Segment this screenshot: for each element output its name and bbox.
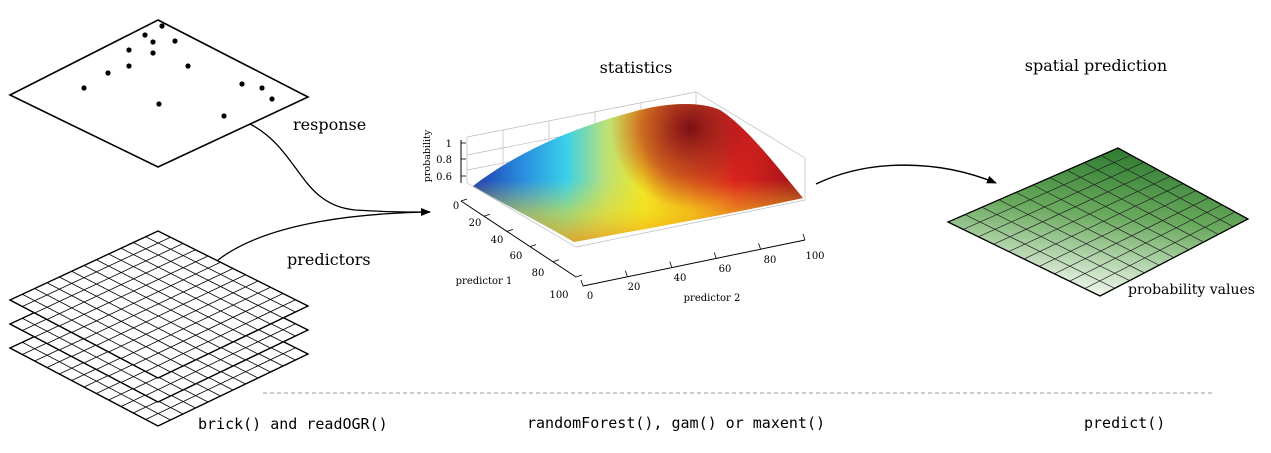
- input-functions: brick() and readOGR(): [198, 415, 388, 433]
- occurrence-point: [269, 96, 275, 102]
- x-tick-mark: [552, 259, 560, 263]
- y-tick-0: 0: [587, 291, 593, 302]
- x-tick-0: 0: [453, 201, 459, 212]
- occurrence-point: [239, 81, 245, 87]
- occurrence-point: [156, 101, 162, 107]
- occurrence-point: [159, 23, 165, 29]
- y-tick-mark: [580, 279, 584, 287]
- y-tick-40: 40: [674, 273, 687, 284]
- response-points: [81, 23, 275, 119]
- occurrence-point: [81, 85, 87, 91]
- x-axis-label: predictor 1: [456, 276, 513, 287]
- occurrence-point: [150, 50, 156, 56]
- z-axis-label: probability: [422, 129, 433, 182]
- occurrence-point: [185, 63, 191, 69]
- occurrence-point: [126, 63, 132, 69]
- occurrence-point: [259, 85, 265, 91]
- y-tick-20: 20: [628, 282, 641, 293]
- z-tick-06: 0.6: [436, 172, 452, 183]
- response-arrow: [249, 123, 431, 216]
- occurrence-point: [150, 39, 156, 45]
- x-tick-40: 40: [491, 235, 504, 246]
- z-tick-1: 1: [446, 139, 452, 150]
- y-axis-label: predictor 2: [684, 293, 741, 304]
- y-tick-80: 80: [764, 255, 777, 266]
- occurrence-point: [221, 113, 227, 119]
- y-tick-mark: [802, 233, 806, 241]
- prediction-arrow: [815, 164, 997, 185]
- predictors-label: predictors: [287, 250, 371, 269]
- x-tick-80: 80: [532, 268, 545, 279]
- statistics-label: statistics: [600, 58, 673, 77]
- occurrence-point: [105, 70, 111, 76]
- response-label: response: [293, 115, 366, 134]
- x-tick-60: 60: [510, 251, 523, 262]
- y-tick-mark: [669, 261, 673, 268]
- z-tick-08: 0.8: [436, 155, 452, 166]
- response-plane: [8, 19, 310, 168]
- x-tick-mark: [460, 198, 468, 202]
- x-tick-20: 20: [469, 218, 482, 229]
- x-tick-mark: [506, 229, 514, 232]
- x-tick-mark: [483, 213, 491, 217]
- prediction-grid: [946, 147, 1250, 297]
- predictor-grids: [8, 230, 310, 427]
- x-tick-mark: [575, 274, 583, 278]
- probability-values-label: probability values: [1128, 282, 1255, 298]
- model-functions: randomForest(), gam() or maxent(): [527, 414, 825, 432]
- occurrence-point: [172, 38, 178, 44]
- grid-layer: [8, 230, 310, 379]
- occurrence-point: [126, 47, 132, 53]
- spatial-prediction-label: spatial prediction: [1025, 56, 1167, 75]
- y-tick-60: 60: [719, 264, 732, 275]
- y-tick-100: 100: [805, 251, 824, 262]
- occurrence-point: [142, 32, 148, 38]
- x-tick-mark: [529, 244, 537, 247]
- y-tick-mark: [625, 270, 628, 277]
- output-functions: predict(): [1084, 414, 1165, 432]
- predictors-arrow: [217, 211, 431, 261]
- x-tick-100: 100: [549, 290, 568, 301]
- y-tick-mark: [713, 252, 717, 259]
- surface-plot: 1 0.8 0.6 probability 0 20 40 60 80 100 …: [422, 91, 825, 304]
- y-tick-mark: [758, 243, 761, 250]
